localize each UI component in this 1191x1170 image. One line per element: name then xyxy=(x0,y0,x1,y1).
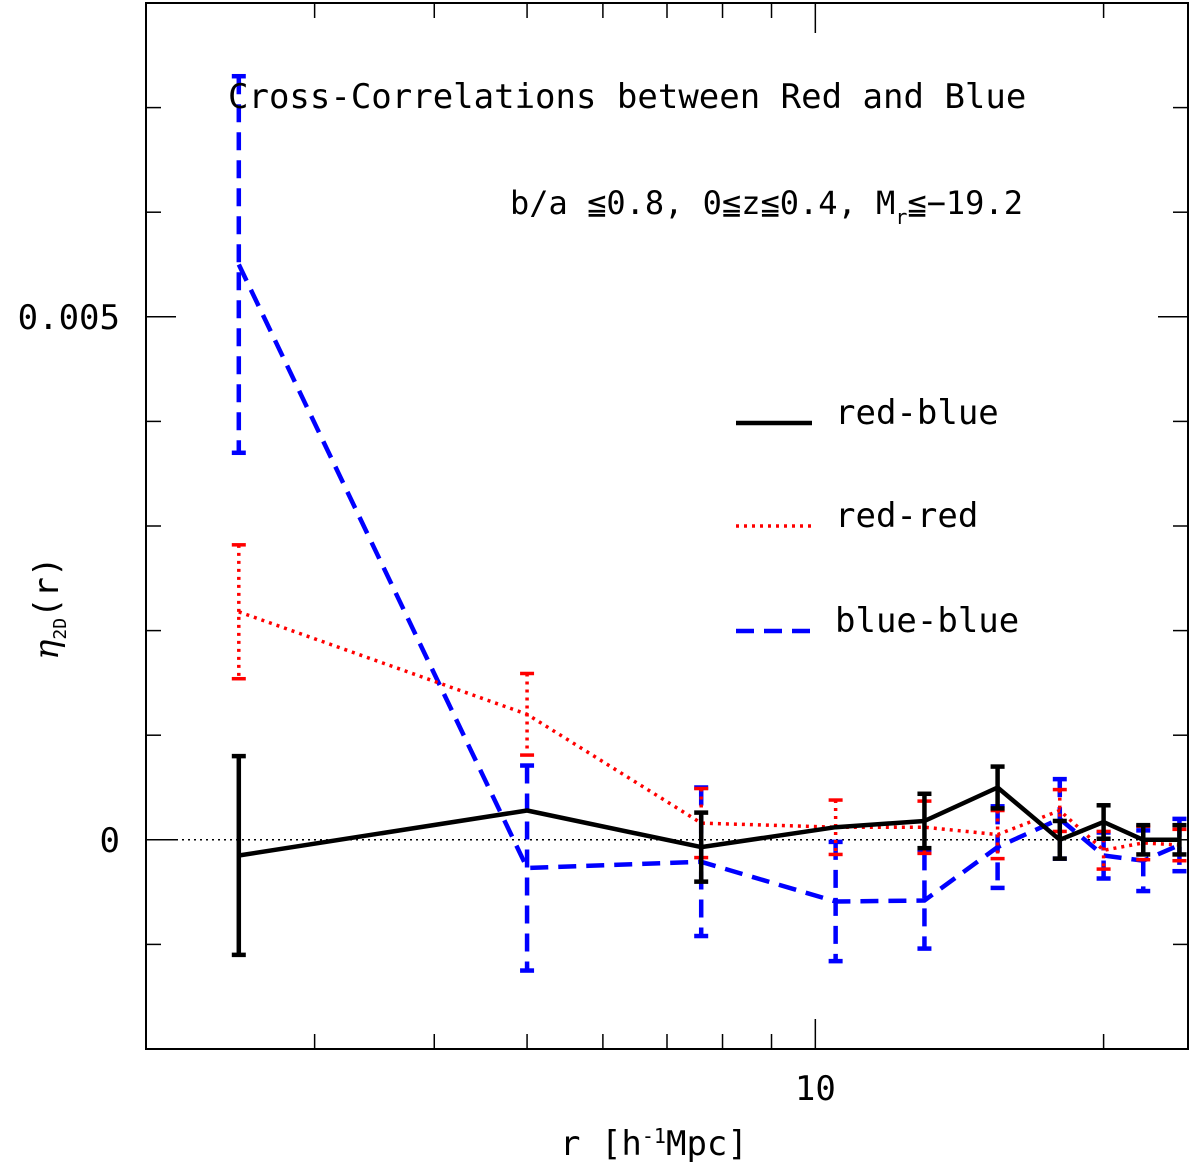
y-tick-label: 0 xyxy=(100,821,120,861)
series-line-red-blue xyxy=(238,785,1180,858)
series-line-blue-blue xyxy=(236,263,1181,904)
subtitle-lead: b/a ≦0.8, 0≦z≦0.4, M xyxy=(510,184,895,222)
plot-frame xyxy=(145,2,1189,1050)
x-label-tail: Mpc] xyxy=(666,1124,748,1164)
y-label-subscript: 2D xyxy=(50,618,71,640)
y-label-tail: (r) xyxy=(27,557,67,618)
subtitle-tail: ≦−19.2 xyxy=(907,184,1023,222)
axis-ticks: 10 0 0.005 xyxy=(18,2,1188,1109)
series-red-blue xyxy=(231,753,1187,958)
legend: red-blue red-red blue-blue xyxy=(736,393,1019,641)
x-axis-label: r [h-1Mpc] xyxy=(560,1124,748,1164)
y-tick-label: 0.005 xyxy=(18,298,120,338)
series-line-red-red xyxy=(238,610,1180,853)
y-axis-label: η2D(r) xyxy=(27,557,71,660)
series-layer xyxy=(231,73,1187,973)
x-label-lead: r [h xyxy=(560,1124,642,1164)
y-label-symbol: η xyxy=(27,639,67,660)
legend-label: blue-blue xyxy=(835,601,1019,641)
legend-entry-red-red: red-red xyxy=(736,496,978,536)
chart-subtitle: b/a ≦0.8, 0≦z≦0.4, Mr≦−19.2 xyxy=(510,184,1023,229)
legend-entry-red-blue: red-blue xyxy=(736,393,999,433)
legend-entry-blue-blue: blue-blue xyxy=(736,601,1019,641)
chart-title: Cross-Correlations between Red and Blue xyxy=(228,77,1026,117)
series-red-red xyxy=(231,543,1187,871)
legend-label: red-blue xyxy=(835,393,999,433)
legend-label: red-red xyxy=(835,496,978,536)
x-tick-label: 10 xyxy=(795,1069,836,1109)
subtitle-subscript: r xyxy=(895,205,907,229)
x-label-superscript: -1 xyxy=(642,1124,666,1148)
